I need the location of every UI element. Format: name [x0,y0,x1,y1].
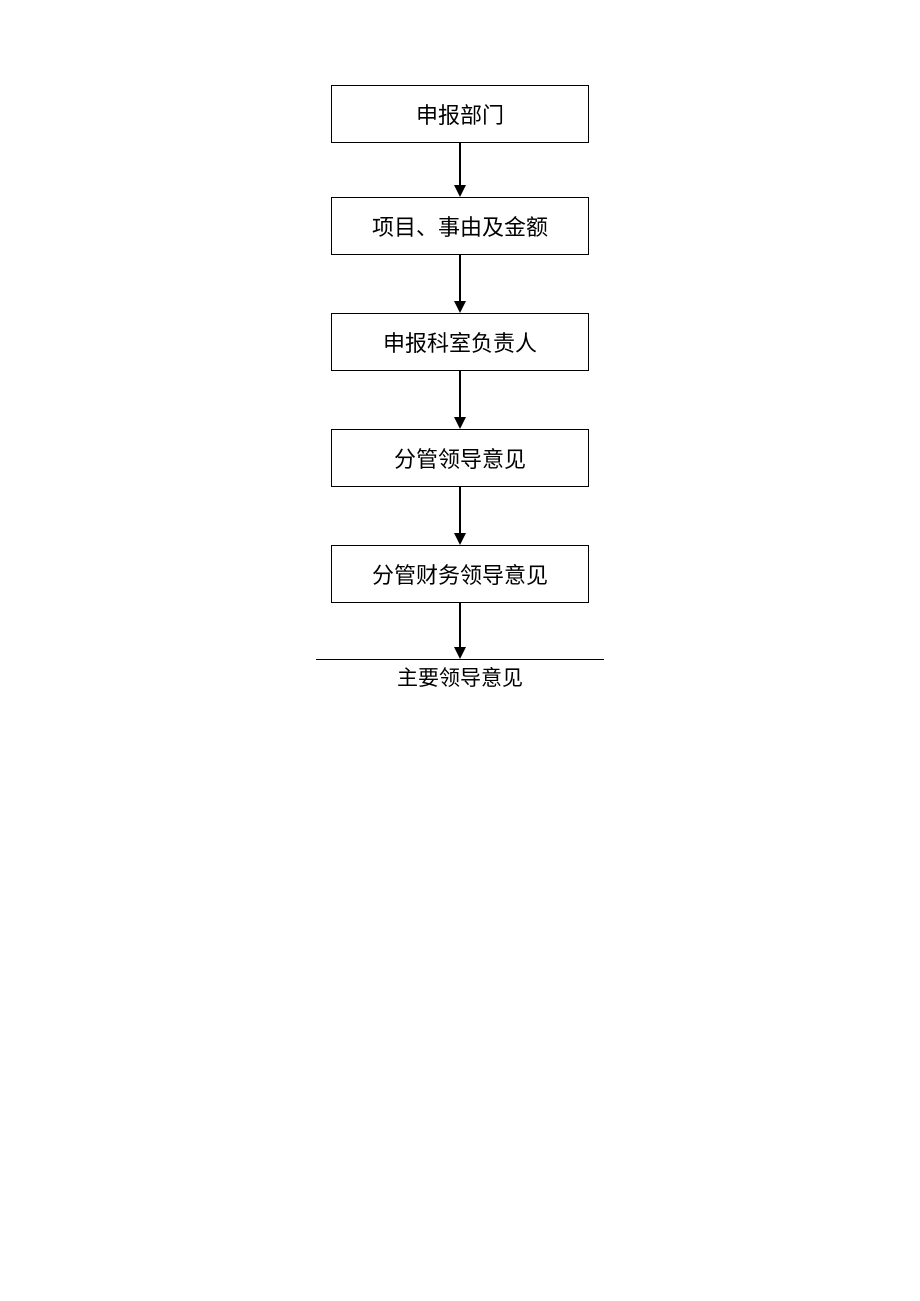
arrow-line [459,603,461,647]
final-main-leader-opinion: 主要领导意见 [397,662,523,692]
final-separator-line [316,659,604,660]
node-project-reason-amount: 项目、事由及金额 [331,197,589,255]
arrow-line [459,487,461,533]
flowchart-container: 申报部门 项目、事由及金额 申报科室负责人 分管领导意见 分管财务领导意见 主要… [316,85,604,692]
node-label: 申报科室负责人 [383,326,537,358]
arrow-5 [454,603,466,659]
arrow-3 [454,371,466,429]
arrow-head-icon [454,417,466,429]
node-supervisor-opinion: 分管领导意见 [331,429,589,487]
node-label: 分管财务领导意见 [372,558,548,590]
node-department: 申报部门 [331,85,589,143]
node-label: 申报部门 [416,98,504,130]
final-label-text: 主要领导意见 [397,666,523,690]
arrow-1 [454,143,466,197]
node-label: 分管领导意见 [394,442,526,474]
arrow-2 [454,255,466,313]
node-finance-supervisor-opinion: 分管财务领导意见 [331,545,589,603]
node-section-head: 申报科室负责人 [331,313,589,371]
arrow-line [459,255,461,301]
arrow-head-icon [454,647,466,659]
arrow-4 [454,487,466,545]
arrow-head-icon [454,533,466,545]
arrow-head-icon [454,185,466,197]
arrow-head-icon [454,301,466,313]
node-label: 项目、事由及金额 [372,210,548,242]
arrow-line [459,371,461,417]
arrow-line [459,143,461,185]
